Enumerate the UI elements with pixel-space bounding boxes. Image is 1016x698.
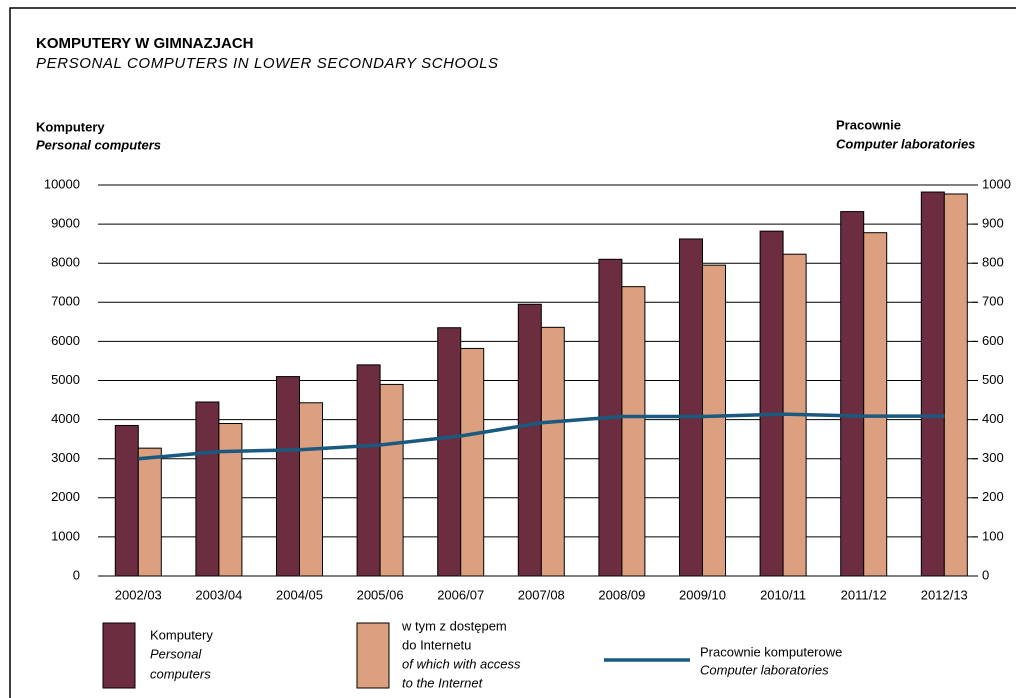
bar: [702, 264, 726, 577]
y2-tick-label: 600: [982, 333, 1004, 348]
bar: [679, 238, 703, 577]
y2-tick-label: 800: [982, 255, 1004, 270]
bar: [437, 327, 462, 577]
legend-label: Pracownie komputerowe: [700, 644, 842, 659]
y2-tick-label: 400: [982, 411, 1004, 426]
y-tick-label: 8000: [51, 255, 80, 270]
y-tick-label: 6000: [51, 333, 80, 348]
bar: [195, 401, 220, 577]
legend-label: to the Internet: [402, 675, 484, 690]
bar: [840, 211, 865, 577]
y-tick-label: 1000: [51, 528, 80, 543]
bar: [920, 191, 945, 577]
legend-label: computers: [150, 666, 211, 681]
bar: [517, 303, 542, 577]
bar: [460, 347, 485, 577]
x-tick-label: 2005/06: [357, 587, 404, 602]
line-series: [138, 412, 945, 461]
legend-label: w tym z dostępem: [401, 618, 507, 633]
y2-tick-label: 1000: [982, 176, 1011, 191]
bar: [943, 193, 968, 577]
y2-axis-title: Computer laboratories: [836, 136, 975, 151]
x-tick-label: 2012/13: [921, 587, 968, 602]
x-tick-label: 2009/10: [679, 587, 726, 602]
x-tick-label: 2011/12: [841, 587, 887, 602]
x-tick-label: 2008/09: [598, 587, 645, 602]
bar: [379, 383, 404, 577]
y2-tick-label: 300: [982, 450, 1004, 465]
bar: [540, 326, 565, 577]
y-tick-label: 5000: [51, 372, 80, 387]
y-tick-label: 2000: [51, 489, 80, 504]
bar: [137, 447, 162, 577]
y2-tick-label: 200: [982, 489, 1004, 504]
frame: [9, 7, 1016, 698]
bar: [276, 376, 300, 577]
bar: [218, 423, 243, 577]
x-tick-label: 2010/11: [760, 587, 806, 602]
y-axis-title: Personal computers: [36, 137, 161, 152]
y-tick-label: 4000: [51, 411, 80, 426]
y-tick-label: 3000: [51, 450, 80, 465]
chart-subtitle: PERSONAL COMPUTERS IN LOWER SECONDARY SC…: [36, 55, 499, 72]
y-tick-label: 9000: [51, 216, 80, 231]
x-tick-label: 2007/08: [518, 587, 565, 602]
x-tick-label: 2004/05: [276, 587, 323, 602]
legend-label: Computer laboratories: [700, 662, 829, 677]
bar: [299, 402, 323, 577]
legend-label: of which with access: [402, 656, 521, 671]
legend-swatch: [356, 622, 390, 689]
x-tick-label: 2006/07: [437, 587, 484, 602]
x-tick-label: 2002/03: [115, 587, 162, 602]
legend-label: do Internetu: [402, 637, 471, 652]
y2-tick-label: 700: [982, 294, 1004, 309]
bar: [759, 230, 784, 577]
y2-axis-title: Pracownie: [836, 117, 901, 132]
y-tick-label: 10000: [44, 176, 80, 191]
y-axis-title: Komputery: [36, 119, 105, 134]
bar: [621, 286, 646, 577]
y-tick-label: 0: [73, 567, 80, 582]
x-tick-label: 2003/04: [195, 587, 242, 602]
legend-swatch: [102, 622, 136, 689]
bar: [114, 424, 139, 577]
y2-tick-label: 900: [982, 216, 1004, 231]
y2-tick-label: 0: [982, 567, 989, 582]
bar: [863, 232, 888, 577]
legend-label: Personal: [150, 646, 202, 661]
chart-title: KOMPUTERY W GIMNAZJACH: [36, 35, 254, 52]
legend-label: Komputery: [150, 627, 213, 642]
y2-tick-label: 500: [982, 372, 1004, 387]
y-tick-label: 7000: [51, 294, 80, 309]
y2-tick-label: 100: [982, 528, 1004, 543]
bar: [356, 364, 381, 577]
